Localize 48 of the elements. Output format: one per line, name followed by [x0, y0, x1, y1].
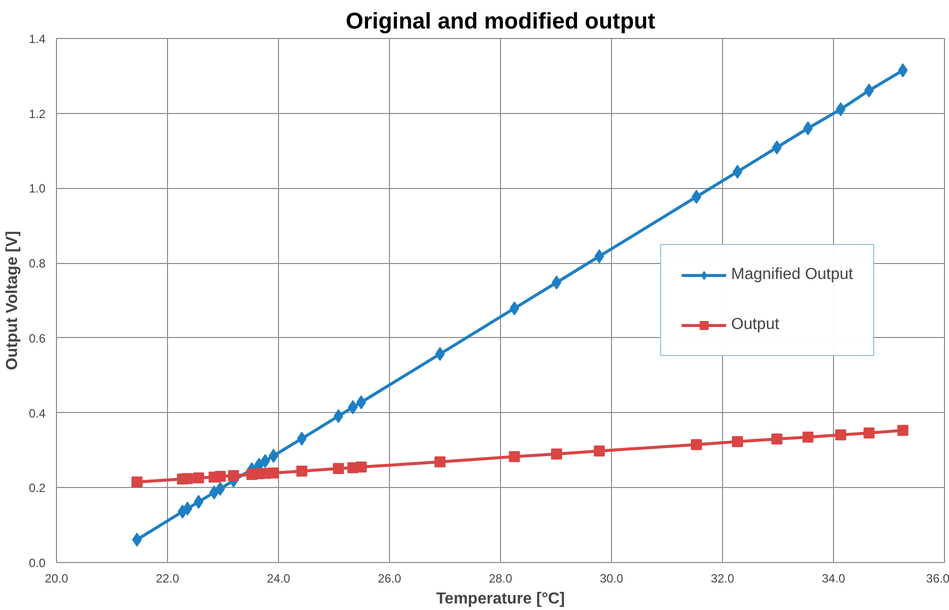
x-tick-label: 34.0 [822, 572, 846, 586]
point [594, 445, 605, 456]
point [268, 468, 280, 479]
legend-label: Magnified Output [731, 266, 853, 284]
point [131, 476, 142, 488]
point [296, 466, 308, 477]
point [332, 463, 344, 474]
point [193, 472, 204, 484]
y-tick-label: 1.2 [28, 106, 46, 121]
point [214, 470, 226, 482]
x-tick-label: 32.0 [710, 572, 735, 586]
point [296, 432, 307, 446]
point [356, 462, 367, 473]
y-tick-label: 1.4 [28, 32, 46, 46]
point [551, 448, 562, 460]
point [182, 473, 193, 484]
x-tick-label: 36.0 [926, 572, 949, 586]
x-tick-label: 26.0 [378, 572, 402, 586]
point [260, 454, 270, 468]
point [732, 436, 743, 448]
x-tick-label: 30.0 [600, 572, 624, 586]
y-tick-label: 1.0 [28, 182, 46, 196]
y-tick-label: 0.0 [28, 556, 46, 570]
point [228, 470, 240, 482]
y-tick-label: 0.4 [28, 406, 46, 420]
y-axis-title: Output Voltage [V] [4, 230, 21, 370]
point [215, 482, 226, 496]
x-tick-label: 20.0 [44, 572, 69, 586]
x-tick-label: 28.0 [488, 572, 513, 586]
point [771, 433, 782, 444]
point [434, 456, 446, 468]
y-tick-label: 0.2 [28, 481, 46, 496]
x-tick-label: 22.0 [156, 572, 180, 586]
x-axis-title: Temperature [°C] [436, 590, 565, 608]
point [356, 395, 366, 410]
point [836, 102, 846, 116]
point [802, 432, 814, 443]
y-tick-label: 0.8 [28, 256, 46, 271]
point [897, 424, 908, 436]
point [864, 427, 875, 438]
y-tick-label: 0.6 [28, 331, 46, 346]
point [690, 439, 702, 450]
point [594, 249, 604, 264]
point [508, 451, 520, 462]
chart-title: Original and modified output [346, 8, 656, 34]
x-tick-label: 24.0 [266, 572, 291, 586]
legend-label: Output [731, 316, 780, 334]
point [835, 429, 846, 440]
